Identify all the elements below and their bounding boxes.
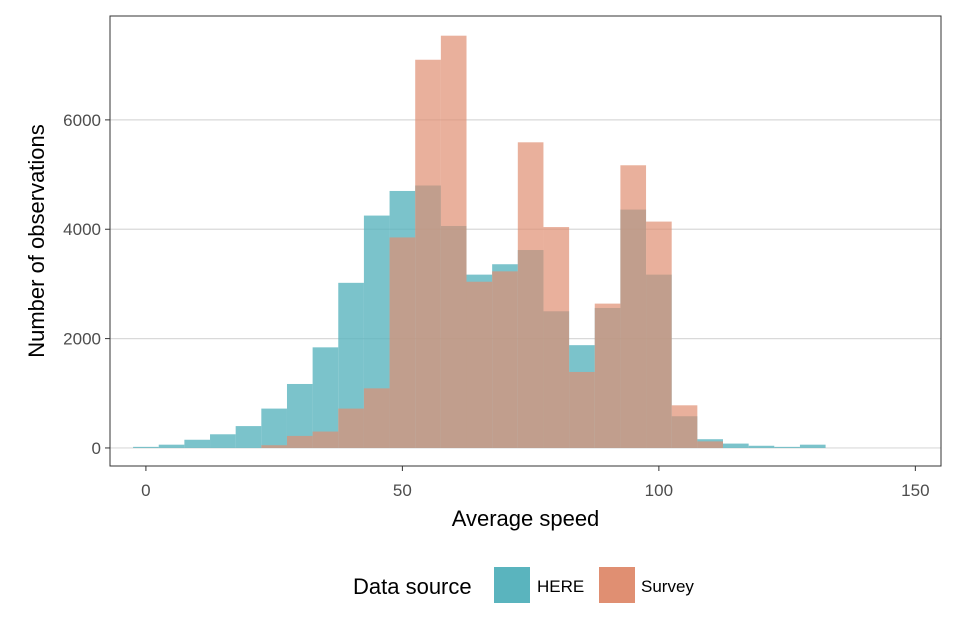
legend-key-survey (599, 567, 635, 603)
bar-here (722, 443, 749, 448)
bar-here (312, 347, 339, 448)
bar-here (210, 434, 236, 448)
x-tick-label: 100 (645, 481, 673, 500)
bar-survey (363, 388, 390, 448)
bar-survey (466, 281, 493, 448)
bar-here (261, 408, 287, 448)
bars (133, 35, 826, 448)
bar-here (799, 444, 826, 448)
bar-survey (646, 221, 672, 448)
x-tick-label: 150 (901, 481, 929, 500)
legend-label-survey: Survey (641, 577, 694, 596)
bar-survey (697, 441, 723, 448)
bar-survey (671, 405, 698, 448)
bar-survey (440, 35, 467, 448)
bar-here (158, 444, 185, 448)
legend-title: Data source (353, 574, 472, 599)
bar-here (133, 446, 159, 448)
legend-label-here: HERE (537, 577, 584, 596)
bar-survey (312, 431, 339, 448)
legend: Data source HERE Survey (353, 567, 694, 603)
x-tick-label: 0 (141, 481, 150, 500)
bar-here (748, 445, 775, 448)
panel-border (109, 15, 942, 467)
bar-survey (415, 59, 441, 448)
bar-survey (594, 303, 621, 448)
bar-here (774, 446, 800, 448)
bar-here (235, 426, 262, 448)
legend-key-here (494, 567, 530, 603)
bar-survey (492, 271, 518, 448)
bar-survey (569, 371, 595, 448)
axis-ticks: 0 50 100 150 0 2000 4000 6000 (63, 111, 929, 500)
x-axis-title: Average speed (452, 506, 600, 531)
y-tick-label: 6000 (63, 111, 101, 130)
bar-survey (543, 227, 570, 448)
y-tick-label: 4000 (63, 220, 101, 239)
y-tick-label: 0 (92, 439, 101, 458)
bar-survey (338, 408, 364, 448)
bar-here (184, 439, 211, 448)
bar-survey (389, 237, 416, 448)
x-tick-label: 50 (393, 481, 412, 500)
bar-survey (286, 435, 313, 448)
y-tick-label: 2000 (63, 330, 101, 349)
y-axis-title: Number of observations (24, 124, 49, 358)
bar-survey (261, 445, 287, 448)
bar-survey (620, 165, 647, 448)
bar-survey (517, 142, 544, 448)
